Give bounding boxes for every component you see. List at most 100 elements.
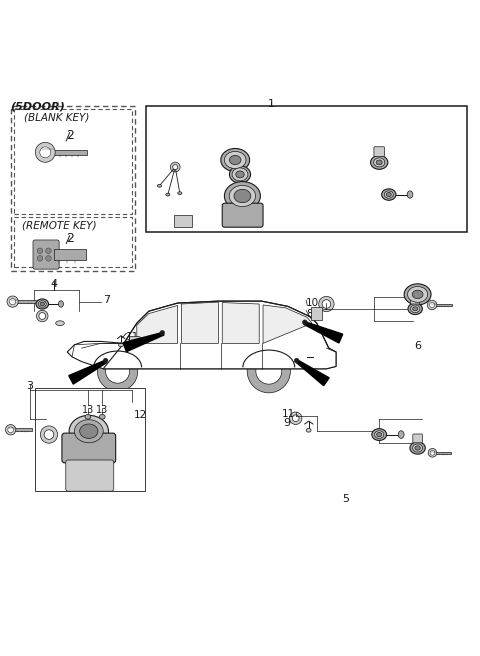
Text: 1: 1 (268, 99, 275, 109)
Polygon shape (304, 322, 343, 343)
Polygon shape (67, 341, 336, 369)
Circle shape (322, 300, 331, 308)
Ellipse shape (408, 287, 428, 302)
Polygon shape (15, 428, 33, 431)
Circle shape (430, 451, 435, 455)
Text: 2: 2 (66, 129, 73, 142)
Ellipse shape (384, 191, 393, 198)
Ellipse shape (221, 148, 250, 171)
Text: 12: 12 (133, 409, 147, 420)
Ellipse shape (236, 171, 244, 178)
Bar (11, 106, 135, 272)
Ellipse shape (398, 431, 404, 438)
Circle shape (294, 358, 299, 363)
Ellipse shape (413, 444, 422, 452)
Circle shape (289, 412, 302, 424)
Circle shape (106, 359, 130, 383)
Ellipse shape (407, 191, 413, 198)
Ellipse shape (38, 300, 46, 307)
Bar (174, 215, 192, 227)
Bar (14, 217, 132, 266)
Ellipse shape (225, 182, 260, 211)
Ellipse shape (119, 343, 123, 347)
Circle shape (36, 142, 55, 162)
Circle shape (46, 256, 51, 261)
Ellipse shape (56, 321, 64, 325)
Ellipse shape (40, 302, 44, 306)
Circle shape (8, 427, 13, 432)
Polygon shape (54, 249, 85, 260)
Text: 5: 5 (342, 493, 349, 504)
Polygon shape (137, 306, 178, 343)
Circle shape (37, 248, 43, 254)
Text: 8: 8 (306, 309, 313, 319)
Polygon shape (436, 304, 452, 306)
Circle shape (292, 415, 299, 422)
FancyBboxPatch shape (374, 147, 384, 156)
Bar (311, 307, 322, 320)
Polygon shape (436, 452, 451, 454)
Ellipse shape (157, 184, 161, 187)
FancyBboxPatch shape (62, 433, 116, 463)
Ellipse shape (372, 428, 386, 440)
Polygon shape (17, 300, 36, 303)
Polygon shape (103, 301, 336, 369)
Ellipse shape (69, 415, 108, 447)
FancyBboxPatch shape (222, 203, 263, 227)
Ellipse shape (376, 160, 382, 165)
Ellipse shape (59, 300, 63, 307)
Ellipse shape (306, 428, 311, 432)
Bar (35, 388, 145, 491)
Ellipse shape (371, 155, 388, 169)
Polygon shape (263, 305, 312, 343)
Ellipse shape (413, 307, 418, 311)
Ellipse shape (229, 155, 241, 165)
Polygon shape (181, 302, 218, 343)
Ellipse shape (404, 284, 431, 305)
Polygon shape (53, 150, 87, 155)
Bar (14, 109, 132, 214)
Ellipse shape (377, 432, 382, 437)
Ellipse shape (415, 446, 420, 450)
Ellipse shape (178, 192, 182, 195)
Text: 10: 10 (306, 298, 319, 308)
Circle shape (103, 358, 108, 363)
Ellipse shape (412, 290, 423, 298)
Circle shape (170, 162, 180, 172)
Circle shape (37, 256, 43, 261)
Ellipse shape (410, 305, 420, 312)
Ellipse shape (224, 152, 246, 169)
Ellipse shape (408, 303, 422, 315)
FancyBboxPatch shape (130, 337, 140, 343)
Text: 11: 11 (126, 332, 140, 342)
Circle shape (173, 165, 178, 169)
Circle shape (160, 331, 165, 335)
Text: 13: 13 (82, 405, 94, 415)
Text: (REMOTE KEY): (REMOTE KEY) (22, 220, 96, 230)
Circle shape (319, 297, 334, 312)
Text: 4: 4 (51, 279, 58, 289)
Ellipse shape (410, 442, 425, 454)
Circle shape (39, 313, 46, 319)
Circle shape (44, 430, 54, 440)
Ellipse shape (232, 168, 248, 181)
Ellipse shape (386, 192, 391, 197)
Circle shape (36, 310, 48, 321)
Polygon shape (69, 360, 106, 384)
Ellipse shape (374, 431, 384, 438)
Ellipse shape (85, 415, 91, 419)
Circle shape (427, 300, 437, 310)
Circle shape (256, 358, 282, 384)
Text: 7: 7 (103, 295, 110, 305)
Circle shape (302, 320, 307, 325)
Circle shape (40, 147, 51, 158)
Text: 11: 11 (282, 409, 296, 419)
Ellipse shape (166, 194, 170, 196)
Circle shape (430, 302, 435, 308)
FancyBboxPatch shape (33, 240, 59, 269)
Circle shape (428, 449, 437, 457)
Circle shape (5, 424, 16, 435)
Text: 2: 2 (66, 232, 73, 245)
Text: 3: 3 (26, 380, 33, 391)
Circle shape (46, 248, 51, 254)
